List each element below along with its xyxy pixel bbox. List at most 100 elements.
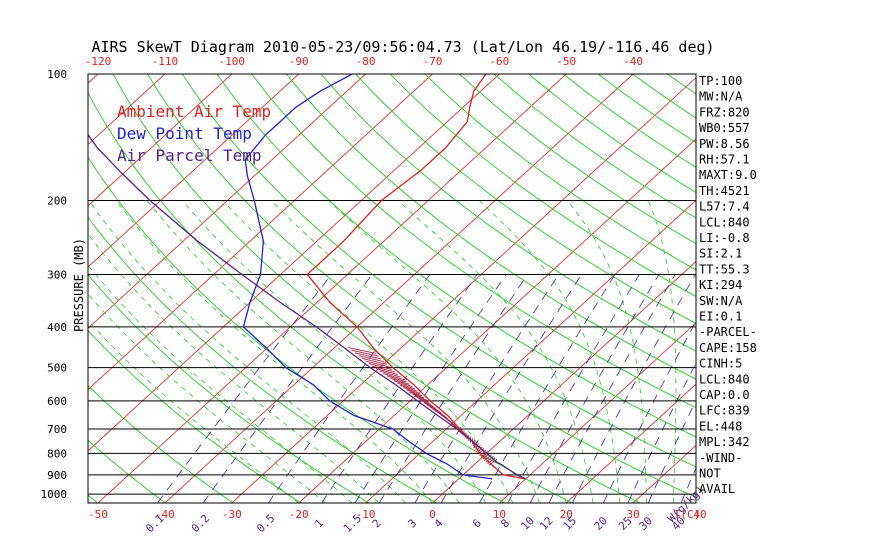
dry-adiabat-line: [424, 74, 696, 271]
dry-adiabat-line: [251, 74, 696, 409]
cape-hatch-line: [390, 377, 410, 385]
moist-adiabat-line: [478, 200, 621, 503]
bottom-temp-tick-label: -40: [155, 508, 175, 521]
moist-adiabat-line: [88, 320, 299, 503]
mixing-ratio-line: [647, 399, 696, 503]
dry-adiabat-line: [459, 74, 696, 245]
stability-index-line: RH:57.1: [699, 153, 750, 167]
stability-index-line: -WIND-: [699, 451, 742, 465]
stability-index-line: FRZ:820: [699, 105, 750, 119]
mixing-ratio-grid: [157, 274, 696, 503]
stability-index-line: LCL:840: [699, 372, 750, 386]
bottom-temp-tick-label: -50: [88, 508, 108, 521]
cape-hatch-line: [421, 400, 434, 408]
stability-index-line: TP:100: [699, 74, 742, 88]
dry-adiabat-line: [806, 74, 870, 503]
cape-hatch-line: [397, 382, 416, 390]
pressure-tick-label: 100: [47, 68, 67, 81]
mixing-ratio-tick-label: 0.2: [189, 512, 212, 535]
pressure-tick-label: 200: [47, 194, 67, 207]
moist-adiabat-line: [88, 233, 380, 503]
cape-hatch-line: [379, 370, 401, 378]
dry-adiabat-line: [147, 74, 696, 498]
profile-lines: [88, 74, 526, 480]
top-temp-tick-label: -60: [489, 55, 509, 68]
dry-adiabat-line: [841, 74, 870, 503]
chart-title: AIRS SkewT Diagram 2010-05-23/09:56:04.7…: [91, 38, 714, 56]
top-temp-tick-label: -80: [356, 55, 376, 68]
stability-index-line: SW:N/A: [699, 294, 743, 308]
isotherm-line: [834, 74, 870, 503]
profile-dew-point-temp: [242, 74, 493, 480]
legend-entry: Dew Point Temp: [117, 124, 252, 143]
stability-index-line: AVAIL: [699, 482, 735, 496]
mixing-ratio-tick-label: 10: [518, 514, 537, 533]
cape-hatch-line: [383, 373, 404, 380]
dry-adiabat-line: [88, 156, 505, 503]
moist-adiabat-line: [88, 200, 406, 503]
dry-adiabat-line: [88, 439, 166, 503]
moist-adiabat-line: [566, 200, 647, 503]
dry-adiabat-line: [632, 74, 696, 119]
pressure-tick-label: 900: [47, 469, 67, 482]
cape-hatch-line: [415, 395, 429, 403]
dry-adiabat-line: [389, 74, 696, 297]
mixing-ratio-tick-label: 1: [312, 517, 326, 531]
cape-hatch-line: [406, 389, 423, 397]
moist-adiabat-line: [181, 200, 487, 503]
dry-adiabat-line: [88, 216, 437, 503]
isotherm-line: [565, 383, 696, 503]
moist-adiabat-line: [146, 200, 460, 503]
mixing-ratio-line: [479, 274, 616, 503]
top-temp-tick-label: -50: [556, 55, 576, 68]
stability-index-line: LCL:840: [699, 215, 750, 229]
cape-hatch-line: [354, 352, 382, 360]
cape-hatch-line: [409, 391, 425, 399]
cape-hatch: [347, 346, 498, 466]
cape-hatch-line: [375, 368, 398, 376]
dry-adiabat-line: [112, 74, 641, 503]
isotherm-line: [88, 74, 500, 452]
isotherm-line: [632, 444, 696, 503]
isotherm-line: [767, 74, 870, 503]
bottom-temp-tick-label: -30: [222, 508, 242, 521]
dry-adiabat-line: [737, 74, 870, 503]
isotherm-line: [88, 74, 233, 207]
stability-index-line: LI:-0.8: [699, 231, 750, 245]
mixing-ratio-tick-label: 20: [592, 514, 611, 533]
pressure-tick-label: 300: [47, 268, 67, 281]
cape-hatch-line: [412, 393, 427, 401]
bottom-temp-tick-label: -10: [356, 508, 376, 521]
cape-hatch-line: [426, 404, 439, 412]
cape-hatch-line: [358, 355, 385, 363]
bottom-temp-tick-label: 10: [493, 508, 506, 521]
isotherm-line: [97, 74, 567, 503]
stability-index-line: -PARCEL-: [699, 325, 757, 339]
moist-adiabat-line: [88, 293, 326, 503]
pressure-tick-label: 500: [47, 362, 67, 375]
stability-index-line: NOT: [699, 467, 721, 481]
moist-adiabat-line: [647, 200, 677, 503]
y-axis-label: PRESSURE (MB): [72, 238, 86, 332]
dry-adiabat-line: [771, 74, 870, 503]
bottom-temp-tick-label: -20: [289, 508, 309, 521]
stability-index-line: SI:2.1: [699, 247, 742, 261]
mixing-ratio-line: [571, 274, 696, 503]
dry-adiabat-line: [320, 74, 696, 352]
cape-hatch-line: [423, 402, 437, 410]
isotherm-line: [88, 74, 433, 391]
cape-hatch-line: [393, 380, 413, 388]
top-temp-tick-label: -100: [219, 55, 246, 68]
stability-index-line: WB0:557: [699, 121, 750, 135]
dry-adiabat-line: [667, 74, 696, 95]
legend-entry: Air Parcel Temp: [117, 146, 262, 165]
isotherm-grid: [88, 74, 870, 503]
moist-adiabat-line: [222, 200, 514, 503]
mixing-ratio-tick-label: 6: [470, 517, 484, 531]
cape-hatch-line: [400, 384, 418, 392]
pressure-tick-label: 700: [47, 423, 67, 436]
isotherm-line: [88, 74, 299, 268]
plot-frame: [87, 73, 697, 504]
